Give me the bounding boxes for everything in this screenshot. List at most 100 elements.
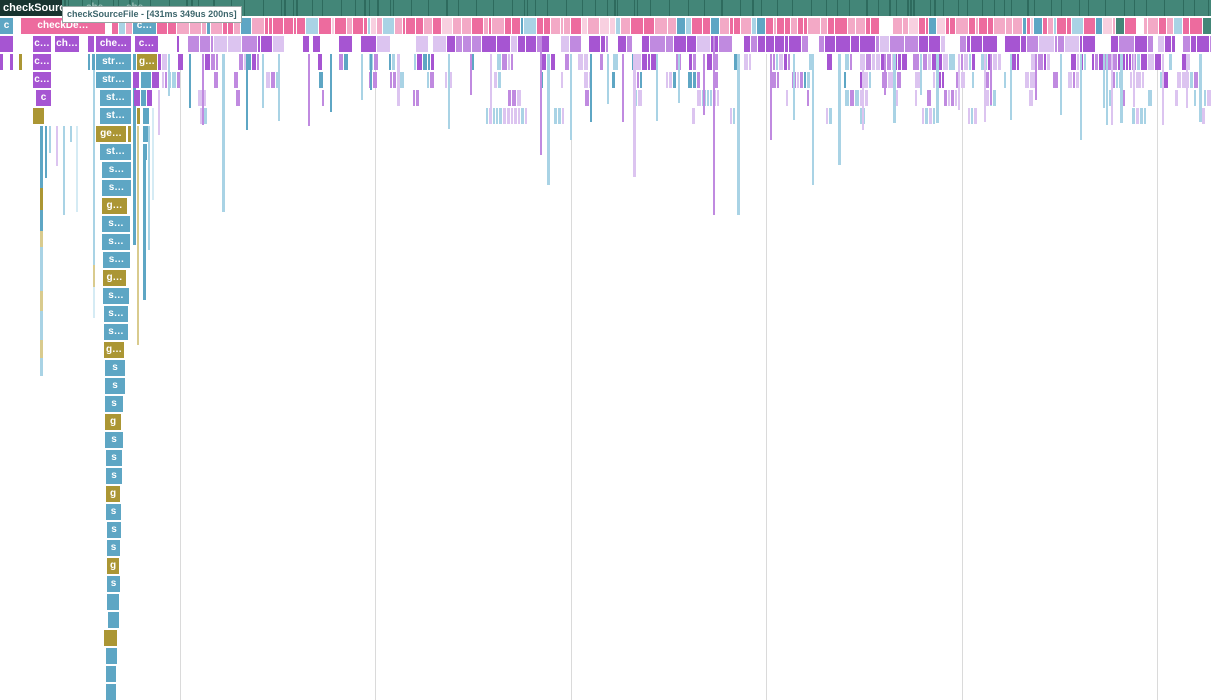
flame-bar[interactable] xyxy=(1148,36,1153,52)
flame-bar[interactable] xyxy=(988,18,993,34)
flame-bar[interactable] xyxy=(1053,72,1058,88)
flame-bar[interactable] xyxy=(967,36,970,52)
flame-bar[interactable] xyxy=(427,72,429,88)
flame-bar[interactable] xyxy=(895,54,897,70)
flame-bar[interactable] xyxy=(788,54,790,70)
flame-bar[interactable] xyxy=(1158,36,1164,52)
flame-bar-thin[interactable] xyxy=(397,54,400,106)
flame-bar[interactable] xyxy=(687,36,696,52)
flame-bar[interactable] xyxy=(1065,36,1079,52)
flame-bar-thin[interactable] xyxy=(143,144,146,300)
flame-bar[interactable] xyxy=(956,18,968,34)
flame-bar[interactable] xyxy=(453,18,461,34)
flame-bar[interactable] xyxy=(1105,54,1111,70)
flame-bar[interactable] xyxy=(692,18,702,34)
flame-bar[interactable] xyxy=(502,54,507,70)
flame-bar[interactable] xyxy=(903,18,908,34)
flame-bar[interactable] xyxy=(730,18,733,34)
flame-bar-thin[interactable] xyxy=(1060,54,1062,115)
flame-bar[interactable] xyxy=(493,108,495,124)
flame-bar[interactable] xyxy=(850,54,852,70)
flame-bar[interactable] xyxy=(562,108,564,124)
flame-bar[interactable] xyxy=(791,18,797,34)
flame-bar[interactable] xyxy=(198,90,202,106)
flame-bar[interactable] xyxy=(496,108,498,124)
flame-bar-thin[interactable] xyxy=(812,54,814,185)
flame-bar[interactable] xyxy=(1140,108,1143,124)
flame-bar[interactable] xyxy=(1142,72,1144,88)
flame-bar[interactable] xyxy=(1080,36,1082,52)
flame-bar[interactable] xyxy=(772,72,776,88)
flame-bar[interactable] xyxy=(578,54,583,70)
flame-bar[interactable] xyxy=(416,18,423,34)
flame-bar-thin[interactable] xyxy=(278,54,280,121)
flame-bar[interactable] xyxy=(373,72,377,88)
flame-bar-thin[interactable] xyxy=(40,340,43,358)
flame-frame[interactable]: s xyxy=(106,504,121,520)
flame-bar[interactable] xyxy=(1073,72,1075,88)
flame-bar[interactable] xyxy=(377,36,390,52)
flame-frame[interactable]: che… xyxy=(96,36,131,52)
flame-frame[interactable]: g… xyxy=(137,54,157,70)
flame-bar[interactable] xyxy=(751,36,757,52)
flame-bar[interactable] xyxy=(252,54,256,70)
flame-bar-thin[interactable] xyxy=(920,54,922,95)
flame-bar[interactable] xyxy=(939,54,942,70)
flame-frame[interactable]: s xyxy=(105,432,123,448)
flame-bar[interactable] xyxy=(950,18,955,34)
flame-bar-thin[interactable] xyxy=(370,54,372,90)
flame-bar[interactable] xyxy=(1135,36,1147,52)
flame-bar[interactable] xyxy=(1047,54,1050,70)
flame-bar[interactable] xyxy=(448,72,452,88)
flame-bar[interactable] xyxy=(848,18,855,34)
flame-bar[interactable] xyxy=(497,36,510,52)
flame-bar[interactable] xyxy=(860,108,862,124)
flame-bar[interactable] xyxy=(951,90,954,106)
flame-bar[interactable] xyxy=(416,90,419,106)
flame-bar[interactable] xyxy=(1144,18,1147,34)
flame-bar-thin[interactable] xyxy=(308,54,310,126)
flame-bar[interactable] xyxy=(777,72,779,88)
flame-bar[interactable] xyxy=(1136,108,1139,124)
flame-bar[interactable] xyxy=(431,54,434,70)
flame-bar-thin[interactable] xyxy=(936,54,939,123)
flame-bar[interactable] xyxy=(1190,72,1193,88)
flame-bar[interactable] xyxy=(168,18,176,34)
flame-bar[interactable] xyxy=(1144,108,1146,124)
flame-frame[interactable]: c… xyxy=(33,36,51,52)
flame-bar[interactable] xyxy=(876,54,880,70)
flame-bar[interactable] xyxy=(719,36,732,52)
flame-bar-thin[interactable] xyxy=(703,54,705,115)
flame-bar[interactable] xyxy=(1005,36,1020,52)
flame-bar[interactable] xyxy=(804,72,806,88)
flame-frame[interactable]: st… xyxy=(100,144,131,160)
flame-bar[interactable] xyxy=(1167,18,1173,34)
flame-bar-thin[interactable] xyxy=(633,54,636,177)
flame-frame[interactable] xyxy=(134,90,140,106)
flame-bar[interactable] xyxy=(1072,18,1083,34)
flame-bar[interactable] xyxy=(456,36,462,52)
flame-bar[interactable] xyxy=(876,36,879,52)
flame-bar[interactable] xyxy=(1029,90,1033,106)
flame-bar[interactable] xyxy=(319,18,331,34)
flame-bar[interactable] xyxy=(383,18,394,34)
flame-bar-thin[interactable] xyxy=(838,54,841,165)
flame-bar[interactable] xyxy=(758,36,765,52)
flame-bar[interactable] xyxy=(203,90,206,106)
flame-bar[interactable] xyxy=(845,54,849,70)
flame-bar[interactable] xyxy=(1169,54,1172,70)
flame-bar-thin[interactable] xyxy=(40,311,43,340)
flame-bar[interactable] xyxy=(983,36,997,52)
flame-bar[interactable] xyxy=(1183,36,1190,52)
flame-frame[interactable] xyxy=(33,108,44,124)
flame-frame[interactable] xyxy=(143,108,149,124)
flame-frame[interactable]: g xyxy=(106,486,120,502)
flame-bar[interactable] xyxy=(489,108,492,124)
flame-bar[interactable] xyxy=(157,18,167,34)
flame-bar[interactable] xyxy=(472,54,474,70)
flame-bar[interactable] xyxy=(524,18,536,34)
flame-bar[interactable] xyxy=(551,18,560,34)
flame-bar[interactable] xyxy=(1182,54,1187,70)
flame-bar[interactable] xyxy=(926,18,928,34)
flame-bar[interactable] xyxy=(306,18,318,34)
